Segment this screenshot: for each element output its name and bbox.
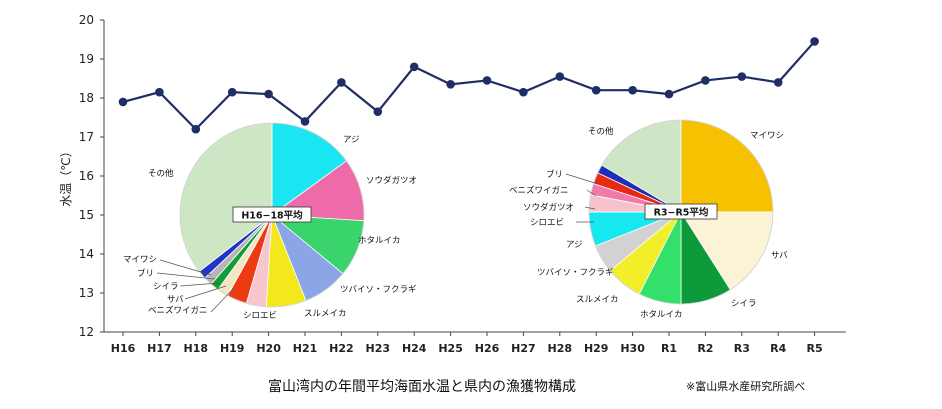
data-point [664, 89, 674, 99]
slice-label: ベニズワイガニ [509, 185, 569, 196]
y-ticks: 12 13 14 15 16 17 18 19 20 [79, 13, 104, 339]
slice-label: アジ [566, 240, 583, 250]
slice-label: マイワシ [750, 131, 784, 141]
x-tick-label: R1 [661, 342, 677, 355]
data-point [446, 80, 455, 89]
x-tick-label: H23 [366, 342, 391, 355]
x-tick-label: H20 [256, 342, 281, 355]
leader-line [179, 282, 220, 287]
slice-label: その他 [588, 126, 614, 137]
slice-label: ソウダガツオ [523, 202, 574, 213]
x-tick-label: H21 [293, 342, 318, 355]
slice-label: サバ [167, 295, 184, 305]
data-point [701, 76, 710, 85]
data-point [628, 85, 637, 95]
y-tick-label: 19 [79, 52, 94, 66]
slice-label: ホタルイカ [358, 236, 401, 246]
data-point [555, 72, 565, 81]
x-tick-label: H17 [147, 342, 172, 355]
slice-label: ブリ [546, 169, 563, 180]
y-tick-label: 12 [79, 325, 94, 339]
y-tick-label: 18 [79, 91, 94, 105]
slice-label: ベニズワイガニ [148, 305, 208, 316]
data-point [264, 89, 273, 99]
leader-line [210, 287, 235, 313]
data-point [773, 78, 783, 87]
x-tick-label: R4 [770, 342, 786, 355]
y-axis-label: 水温（℃） [59, 145, 73, 206]
slice-label: シイラ [153, 282, 179, 292]
series-line [118, 37, 819, 134]
data-point [409, 62, 419, 72]
slice-label: ブリ [137, 268, 154, 279]
x-tick-label: H26 [475, 342, 500, 355]
data-point [155, 87, 164, 97]
slice-label: ソウダガツオ [366, 175, 417, 186]
data-point [191, 124, 201, 134]
x-tick-label: R5 [807, 342, 823, 355]
slice-label: シイラ [731, 299, 757, 309]
x-ticks: H16 H17 H18 H19 H20 H21 H22 H23 H24 H25 H26 H27 H28 H… [111, 332, 823, 355]
data-point [737, 72, 747, 81]
data-point [810, 37, 819, 46]
chart-caption: 富山湾内の年間平均海面水温と県内の漁獲物構成 [268, 379, 576, 395]
leader-line [184, 285, 227, 300]
leader-line [586, 189, 597, 197]
x-tick-label: H19 [220, 342, 245, 355]
x-tick-label: R3 [734, 342, 750, 355]
slice-label: シロエビ [243, 311, 277, 321]
data-point [519, 87, 528, 97]
pie-outline [588, 119, 774, 305]
leader-line [156, 272, 216, 280]
x-tick-label: H16 [111, 342, 136, 355]
x-tick-label: R2 [697, 342, 713, 355]
x-tick-label: H25 [438, 342, 463, 355]
data-point [227, 87, 237, 97]
pie-title: H16−18平均 [241, 210, 303, 222]
pie-title-box [232, 206, 312, 223]
y-tick-label: 20 [79, 13, 94, 27]
slice-label: マイワシ [123, 255, 157, 265]
slice-label: アジ [343, 135, 360, 145]
pie-outline [179, 122, 365, 308]
x-tick-label: H27 [511, 342, 536, 355]
x-tick-label: H22 [329, 342, 354, 355]
y-tick-label: 15 [79, 208, 94, 222]
series-polyline [122, 40, 816, 131]
data-point [591, 85, 601, 95]
data-point [118, 97, 128, 107]
slice-label: ツバイソ・フクラギ [340, 285, 417, 295]
data-point [300, 117, 310, 126]
y-tick-label: 13 [79, 286, 94, 300]
x-tick-label: H18 [184, 342, 209, 355]
leader-line [159, 259, 212, 276]
data-point [337, 78, 346, 87]
slice-label: サバ [771, 251, 788, 261]
slice-label: その他 [148, 168, 174, 179]
slice-label: ツバイソ・フクラギ [537, 268, 614, 278]
x-tick-label: H28 [548, 342, 573, 355]
pie-title: R3−R5平均 [654, 207, 709, 219]
y-tick-label: 14 [79, 247, 94, 261]
x-tick-label: H29 [584, 342, 609, 355]
slice-label: シロエビ [530, 218, 564, 228]
slice-label: スルメイカ [576, 295, 619, 305]
slice-label: スルメイカ [304, 309, 347, 319]
slice-label: ホタルイカ [640, 310, 683, 320]
source-note: ※富山県水産研究所調べ [686, 380, 806, 393]
data-point [482, 76, 492, 85]
y-tick-label: 17 [79, 130, 94, 144]
data-point [373, 107, 383, 116]
pie-title-box [644, 203, 718, 220]
y-tick-label: 16 [79, 169, 94, 183]
x-tick-label: H30 [620, 342, 645, 355]
x-tick-label: H24 [402, 342, 427, 355]
leader-line [584, 206, 596, 210]
leader-line [565, 173, 599, 185]
